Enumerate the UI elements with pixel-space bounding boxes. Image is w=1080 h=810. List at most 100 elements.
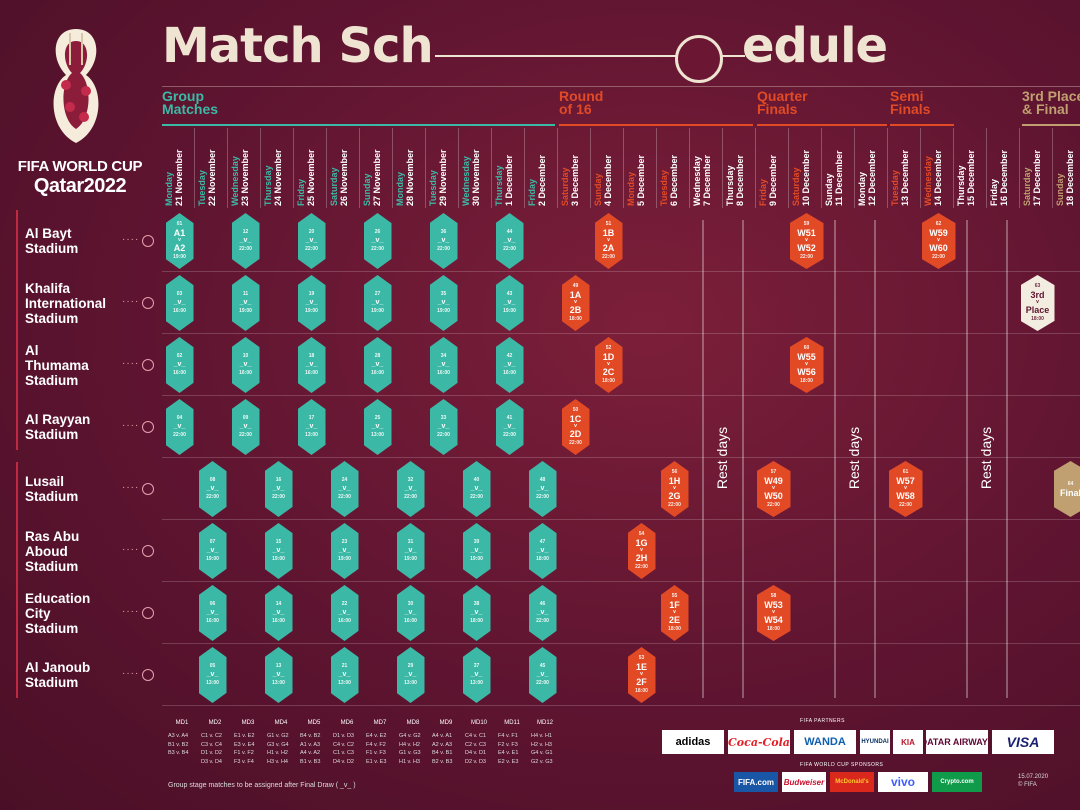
match-kickoff-time: 22:00 [536, 618, 549, 624]
match-card[interactable]: 12 _v_ 22:00 [231, 213, 260, 269]
match-card[interactable]: 28 _v_ 16:00 [363, 337, 392, 393]
match-card[interactable]: 48 _v_ 22:00 [528, 461, 557, 517]
match-card[interactable]: 40 _v_ 22:00 [462, 461, 491, 517]
date-divider [722, 128, 723, 208]
match-card[interactable]: 03 _v_ 16:00 [165, 275, 194, 331]
date-column: Saturday 17 December [1022, 130, 1052, 206]
match-card[interactable]: 44 _v_ 22:00 [495, 213, 524, 269]
date-weekday: Saturday [1022, 167, 1032, 206]
match-card[interactable]: 15 _v_ 19:00 [264, 523, 293, 579]
match-card[interactable]: 55 1F v 2E 18:00 [660, 585, 689, 641]
match-card[interactable]: 10 _v_ 16:00 [231, 337, 260, 393]
match-card[interactable]: 04 _v_ 22:00 [165, 399, 194, 455]
match-number: 09 [242, 415, 249, 421]
match-card[interactable]: 54 1G v 2H 22:00 [627, 523, 656, 579]
match-card[interactable]: 21 _v_ 13:00 [330, 647, 359, 703]
date-divider [491, 128, 492, 208]
date-weekday: Saturday [791, 167, 801, 206]
match-card[interactable]: 50 1C v 2D 22:00 [561, 399, 590, 455]
match-card[interactable]: 20 _v_ 22:00 [297, 213, 326, 269]
match-vs: v [640, 547, 643, 553]
match-card[interactable]: 02 _v_ 16:00 [165, 337, 194, 393]
match-card[interactable]: 32 _v_ 22:00 [396, 461, 425, 517]
match-kickoff-time: 13:00 [305, 432, 318, 438]
match-card[interactable]: 38 _v_ 18:00 [462, 585, 491, 641]
match-card[interactable]: 13 _v_ 13:00 [264, 647, 293, 703]
match-card[interactable]: 27 _v_ 19:00 [363, 275, 392, 331]
match-card[interactable]: 56 1H v 2G 22:00 [660, 461, 689, 517]
match-card[interactable]: 07 _v_ 19:00 [198, 523, 227, 579]
partner-logo-qatar-airways: QATAR AIRWAYS [926, 730, 988, 754]
matchday-fixtures: A3 v. A4 B1 v. B2 B3 v. B4 [168, 733, 189, 756]
match-card[interactable]: 37 _v_ 13:00 [462, 647, 491, 703]
date-divider [755, 128, 756, 208]
match-number: 35 [440, 291, 447, 297]
sponsor-logo-vivo: vivo [878, 772, 928, 792]
match-card[interactable]: 46 _v_ 22:00 [528, 585, 557, 641]
match-card[interactable]: 53 1E v 2F 18:00 [627, 647, 656, 703]
match-team-home: W53 [764, 600, 783, 610]
match-number: 40 [473, 477, 480, 483]
match-card[interactable]: 59 W51 v W52 22:00 [789, 213, 824, 269]
date-divider [920, 128, 921, 208]
match-placeholder: _v_ [239, 237, 252, 244]
match-card[interactable]: 19 _v_ 19:00 [297, 275, 326, 331]
match-card[interactable]: 25 _v_ 13:00 [363, 399, 392, 455]
match-card[interactable]: 60 W55 v W56 18:00 [789, 337, 824, 393]
match-card[interactable]: 26 _v_ 22:00 [363, 213, 392, 269]
match-card[interactable]: 16 _v_ 22:00 [264, 461, 293, 517]
match-card[interactable]: 06 _v_ 16:00 [198, 585, 227, 641]
match-card[interactable]: 43 _v_ 19:00 [495, 275, 524, 331]
match-card[interactable]: 42 _v_ 16:00 [495, 337, 524, 393]
match-card[interactable]: 52 1D v 2C 18:00 [594, 337, 623, 393]
match-card[interactable]: 11 _v_ 19:00 [231, 275, 260, 331]
stadium-name: Lusail Stadium [25, 474, 79, 504]
match-card[interactable]: 31 _v_ 19:00 [396, 523, 425, 579]
match-card[interactable]: 47 _v_ 18:00 [528, 523, 557, 579]
stadium-connector: ···· [122, 358, 140, 369]
match-placeholder: _v_ [206, 671, 219, 678]
match-card[interactable]: 18 _v_ 16:00 [297, 337, 326, 393]
match-card[interactable]: 05 _v_ 13:00 [198, 647, 227, 703]
match-card[interactable]: 51 1B v 2A 22:00 [594, 213, 623, 269]
match-card[interactable]: 35 _v_ 19:00 [429, 275, 458, 331]
match-team-away: W52 [797, 243, 816, 253]
match-card[interactable]: 39 _v_ 19:00 [462, 523, 491, 579]
match-card[interactable]: 58 W53 v W54 18:00 [756, 585, 791, 641]
match-card[interactable]: 23 _v_ 19:00 [330, 523, 359, 579]
match-card[interactable]: 29 _v_ 13:00 [396, 647, 425, 703]
match-team-away: 2C [602, 367, 615, 377]
match-card[interactable]: 24 _v_ 22:00 [330, 461, 359, 517]
match-kickoff-time: 22:00 [305, 246, 318, 252]
match-card[interactable]: 61 W57 v W58 22:00 [888, 461, 923, 517]
match-card[interactable]: 49 1A v 2B 18:00 [561, 275, 590, 331]
match-team-home: W49 [764, 476, 783, 486]
match-card[interactable]: 22 _v_ 16:00 [330, 585, 359, 641]
match-placeholder: _v_ [272, 485, 285, 492]
match-card[interactable]: 01 A1 v A2 19:00 [165, 213, 194, 269]
match-card[interactable]: 45 _v_ 22:00 [528, 647, 557, 703]
match-kickoff-time: 18:00 [1031, 316, 1044, 322]
match-card[interactable]: 14 _v_ 16:00 [264, 585, 293, 641]
match-card[interactable]: 62 W59 v W60 22:00 [921, 213, 956, 269]
match-placeholder: _v_ [305, 299, 318, 306]
match-placeholder: _v_ [536, 547, 549, 554]
matchday-fixtures: H4 v. H1 H2 v. H3 G4 v. G1 G2 v. G3 [531, 733, 553, 765]
match-number: 53 [638, 655, 645, 661]
match-team-away: 2H [635, 553, 648, 563]
date-column: Wednesday 30 November [461, 130, 491, 206]
match-card[interactable]: 41 _v_ 22:00 [495, 399, 524, 455]
match-card[interactable]: 08 _v_ 22:00 [198, 461, 227, 517]
match-card[interactable]: 36 _v_ 22:00 [429, 213, 458, 269]
match-card[interactable]: 57 W49 v W50 22:00 [756, 461, 791, 517]
match-card[interactable]: 33 _v_ 22:00 [429, 399, 458, 455]
match-card[interactable]: 63 3rd v Place 18:00 [1020, 275, 1055, 331]
match-team-home: W51 [797, 228, 816, 238]
match-card[interactable]: 09 _v_ 22:00 [231, 399, 260, 455]
date-day: 17 December [1032, 149, 1042, 206]
match-number: 14 [275, 601, 282, 607]
match-card[interactable]: 34 _v_ 16:00 [429, 337, 458, 393]
match-card[interactable]: 64 Final [1053, 461, 1080, 517]
match-card[interactable]: 30 _v_ 16:00 [396, 585, 425, 641]
match-card[interactable]: 17 _v_ 13:00 [297, 399, 326, 455]
